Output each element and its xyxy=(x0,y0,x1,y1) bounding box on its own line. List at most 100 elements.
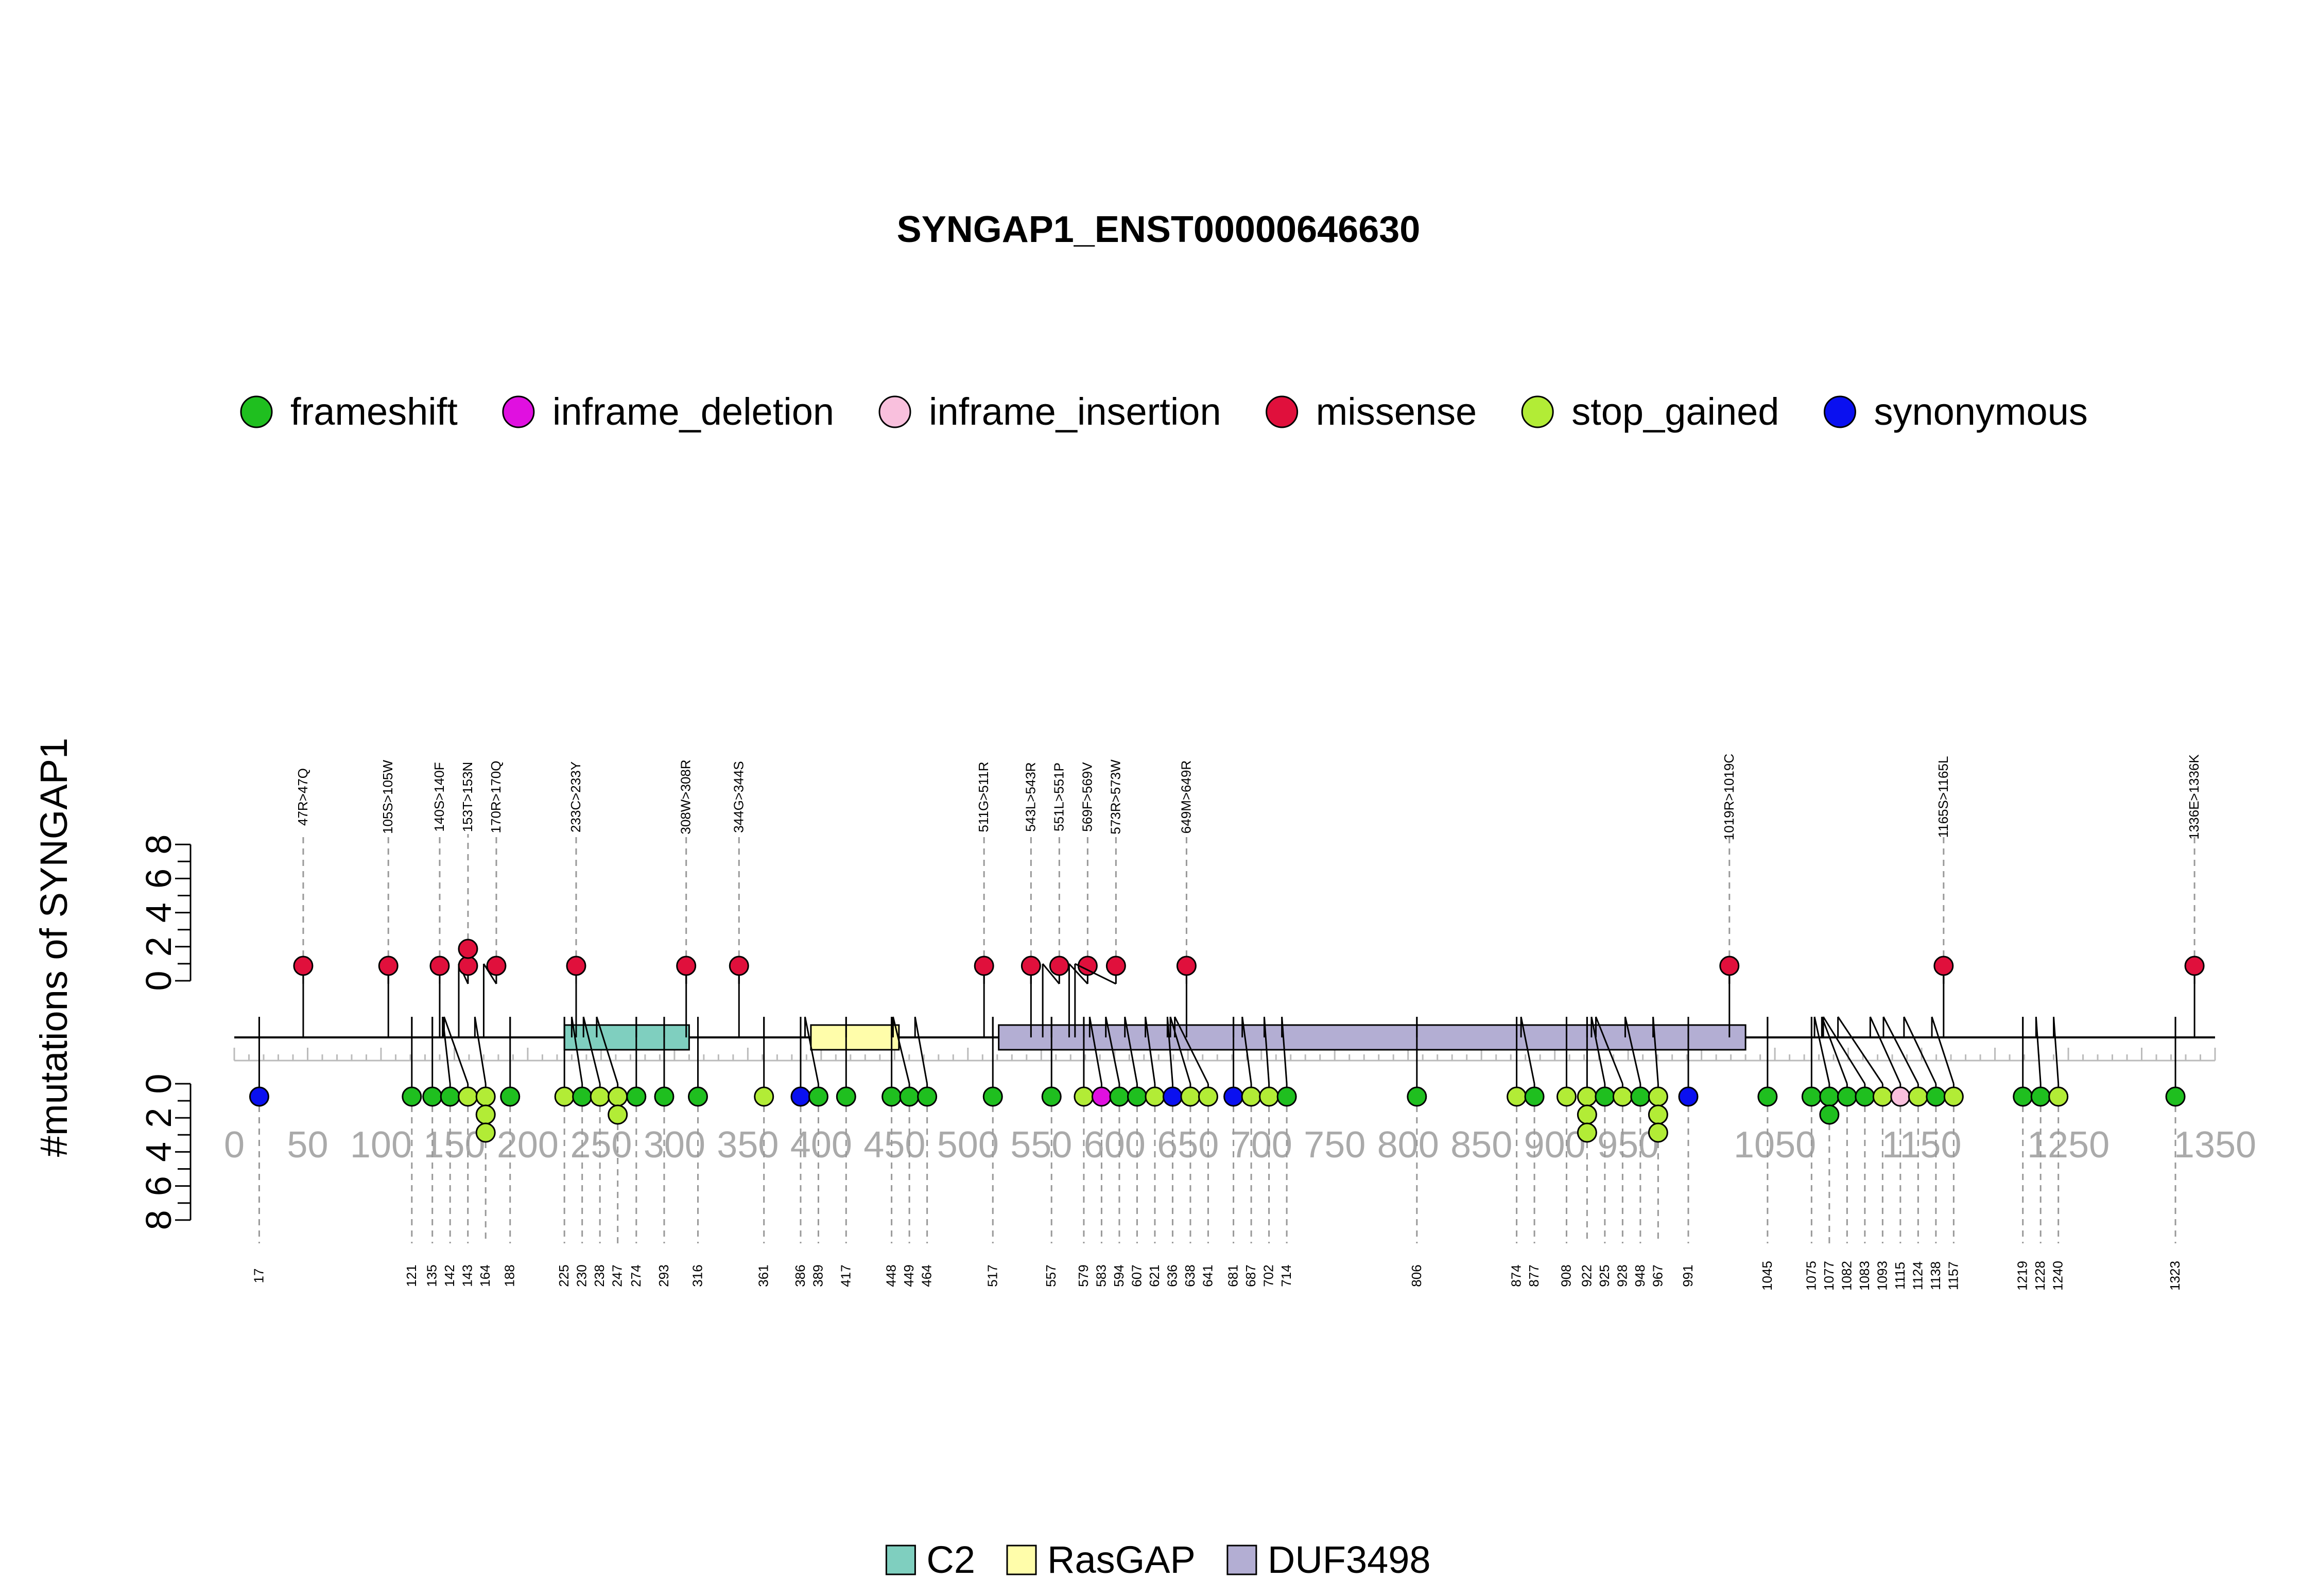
mutation-dot-stop-gained xyxy=(608,1104,628,1125)
mutation-dot-stop-gained xyxy=(590,1086,610,1107)
mutation-dot-missense xyxy=(458,939,478,959)
legend-domain-label-c2: C2 xyxy=(926,1538,975,1581)
top-mutations: 47R>47Q 105S>105W 140S>140F 153T>153N 170R>1… xyxy=(293,754,2205,1037)
top-mutation-label: 1019R>1019C xyxy=(1721,754,1737,840)
legend-domain-label-duf3498: DUF3498 xyxy=(1268,1538,1431,1581)
mutation-dot-stop-gained xyxy=(1577,1122,1597,1143)
top-mutation-label: 233C>233Y xyxy=(568,761,583,832)
bottom-mutation-label: 583 xyxy=(1093,1264,1109,1287)
bottom-mutation-label: 1124 xyxy=(1910,1261,1925,1290)
upper-y-tick-label: 4 xyxy=(139,903,179,923)
mutation-dot-stop-gained xyxy=(475,1122,496,1143)
x-tick-label: 100 xyxy=(350,1124,412,1166)
mutation-dot-missense xyxy=(429,956,450,976)
mutation-dot-missense xyxy=(974,956,994,976)
bottom-mutation-label: 925 xyxy=(1597,1264,1612,1287)
bottom-mutation-label: 1075 xyxy=(1803,1261,1819,1291)
bottom-connector xyxy=(804,1016,819,1084)
x-tick-label: 350 xyxy=(717,1124,779,1166)
bottom-connector xyxy=(914,1016,928,1084)
legend-label-synonymous: synonymous xyxy=(1874,390,2087,433)
bottom-connector xyxy=(1520,1016,1535,1084)
mutation-dot-stop-gained xyxy=(1908,1086,1928,1107)
mutation-dot-frameshift xyxy=(1855,1086,1875,1107)
bottom-connector xyxy=(1822,1016,1866,1084)
bottom-mutation-label: 143 xyxy=(460,1264,475,1287)
lower-y-tick-label: 8 xyxy=(139,1210,179,1230)
bottom-connector xyxy=(1124,1016,1138,1084)
mutation-dot-frameshift xyxy=(881,1086,902,1107)
legend-label-inframe-deletion: inframe_deletion xyxy=(552,390,834,433)
mutation-dot-stop-gained xyxy=(1648,1122,1668,1143)
x-tick-label: 750 xyxy=(1304,1124,1365,1166)
legend-dot-inframe-insertion xyxy=(878,395,911,428)
bottom-mutation-label: 417 xyxy=(838,1264,853,1287)
bottom-mutation-label: 1115 xyxy=(1892,1262,1908,1290)
top-mutation-label: 573R>573W xyxy=(1108,759,1123,835)
bottom-connector xyxy=(1595,1016,1623,1084)
top-mutation-label: 140S>140F xyxy=(431,762,447,831)
mutation-dot-stop-gained xyxy=(475,1104,496,1125)
mutation-dot-missense xyxy=(458,956,478,976)
top-mutation-label: 1336E>1336K xyxy=(2186,754,2202,840)
mutation-dot-stop-gained xyxy=(1577,1086,1597,1107)
mutation-dot-missense xyxy=(1021,956,1041,976)
bottom-mutation-label: 687 xyxy=(1243,1264,1258,1287)
bottom-mutation-label: 1045 xyxy=(1759,1261,1775,1291)
legend-dot-stop-gained xyxy=(1521,395,1554,428)
domain-legend: C2 RasGAP DUF3498 xyxy=(885,1538,1431,1581)
mutation-dot-synonymous xyxy=(249,1086,269,1107)
mutation-dot-missense xyxy=(293,956,314,976)
lower-y-tick-label: 2 xyxy=(139,1108,179,1128)
mutation-dot-frameshift xyxy=(1595,1086,1615,1107)
bottom-mutation-label: 464 xyxy=(919,1264,935,1287)
bottom-connector xyxy=(2035,1016,2042,1084)
x-tick-label: 450 xyxy=(863,1124,925,1166)
chart-title: SYNGAP1_ENST00000646630 xyxy=(897,209,1421,250)
upper-y-tick-label: 0 xyxy=(139,971,179,991)
bottom-mutation-label: 908 xyxy=(1558,1264,1574,1287)
mutation-dot-frameshift xyxy=(1819,1086,1840,1107)
legend-label-inframe-insertion: inframe_insertion xyxy=(929,390,1221,433)
mutation-dot-synonymous xyxy=(1162,1086,1183,1107)
bottom-mutation-label: 121 xyxy=(404,1264,419,1287)
mutation-dot-missense xyxy=(676,956,697,976)
bottom-mutation-label: 142 xyxy=(442,1264,457,1287)
bottom-connector xyxy=(1837,1016,1883,1084)
mutation-dot-stop-gained xyxy=(1241,1086,1261,1107)
top-mutation-label: 308W>308R xyxy=(678,759,694,834)
bottom-connector xyxy=(1169,1016,1191,1084)
x-tick-label: 600 xyxy=(1084,1124,1146,1166)
bottom-mutation-label: 448 xyxy=(884,1264,899,1287)
bottom-connector xyxy=(1174,1016,1209,1084)
mutation-dot-frameshift xyxy=(1819,1104,1840,1125)
bottom-connector xyxy=(1105,1016,1120,1084)
mutation-type-legend: frameshift inframe_deletion inframe_insert… xyxy=(240,390,2088,433)
lower-y-tick-label: 6 xyxy=(139,1176,179,1196)
bottom-mutation-label: 1083 xyxy=(1857,1261,1872,1291)
mutation-dot-stop-gained xyxy=(1145,1086,1165,1107)
x-tick-label: 0 xyxy=(224,1124,245,1166)
mutation-dot-stop-gained xyxy=(608,1086,628,1107)
bottom-mutation-label: 928 xyxy=(1614,1264,1630,1287)
mutation-dot-frameshift xyxy=(1801,1086,1822,1107)
bottom-connector xyxy=(1931,1016,1955,1084)
mutation-dot-missense xyxy=(486,956,507,976)
mutation-dot-inframe-deletion xyxy=(1091,1086,1112,1107)
mutation-dot-stop-gained xyxy=(554,1086,575,1107)
mutation-dot-frameshift xyxy=(1276,1086,1297,1107)
bottom-mutation-label: 188 xyxy=(502,1264,517,1287)
mutation-dot-frameshift xyxy=(2165,1086,2186,1107)
bottom-mutation-label: 1093 xyxy=(1874,1261,1890,1291)
bottom-mutation-label: 1082 xyxy=(1839,1261,1854,1291)
upper-y-tick-label: 6 xyxy=(139,869,179,889)
mutation-dot-stop-gained xyxy=(1556,1086,1577,1107)
bottom-mutation-label: 1323 xyxy=(2167,1261,2183,1291)
bottom-mutation-label: 638 xyxy=(1182,1264,1198,1287)
bottom-mutation-label: 594 xyxy=(1111,1264,1127,1287)
legend-dot-synonymous xyxy=(1823,395,1856,428)
x-tick-label: 1150 xyxy=(1882,1124,1962,1166)
bottom-mutation-label: 714 xyxy=(1278,1264,1294,1287)
top-mutation-label: 47R>47Q xyxy=(295,768,310,826)
y-axis-label: #mutations of SYNGAP1 xyxy=(32,738,75,1157)
